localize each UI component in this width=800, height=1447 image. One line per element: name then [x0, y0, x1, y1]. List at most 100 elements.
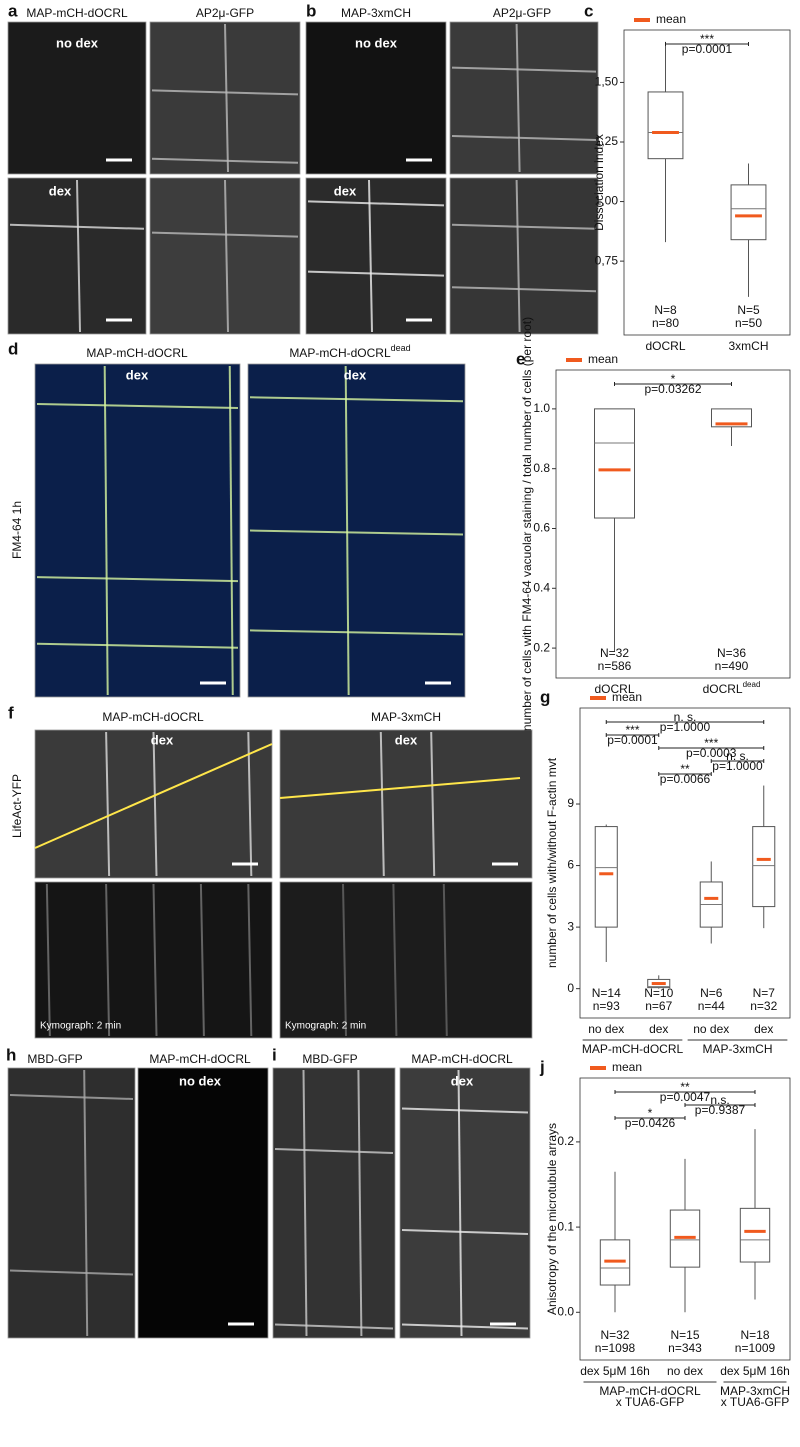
x-tick-label-text: dex 5μM 16h [580, 1364, 650, 1378]
cell-wall [430, 731, 436, 877]
cell-wall [401, 1229, 529, 1235]
kymograph-label: Kymograph: 2 min [285, 1021, 366, 1032]
group-label: x TUA6-GFP [616, 1395, 684, 1409]
micrograph [7, 21, 147, 175]
cell-wall [249, 629, 464, 636]
x-tick-label: dOCRL [645, 339, 685, 353]
x-tick-label-text: 3xmCH [728, 339, 768, 353]
sample-label: n=490 [715, 659, 749, 673]
cell-wall [515, 23, 521, 173]
sample-label: N=32 [600, 646, 629, 660]
p-value: p=0.03262 [644, 382, 701, 396]
panel-letter: h [6, 1045, 16, 1064]
y-tick-label: 0.2 [533, 640, 550, 654]
p-value: p=0.0001 [682, 42, 733, 56]
significance: *** [700, 32, 714, 46]
micrograph [7, 1067, 136, 1339]
group-label: x TUA6-GFP [721, 1395, 789, 1409]
cell-wall [105, 883, 111, 1037]
y-tick-label: 6 [567, 858, 574, 872]
sample-label: N=18 [740, 1328, 769, 1342]
condition-label: dex [49, 183, 72, 198]
x-tick-label: dex [754, 1022, 773, 1036]
p-value: p=0.0066 [660, 772, 711, 786]
x-tick-label-text: no dex [693, 1022, 729, 1036]
cell-wall [9, 223, 145, 230]
group-label: MAP-3xmCH [720, 1384, 790, 1398]
x-tick-label: 3xmCH [728, 339, 768, 353]
box [594, 826, 618, 928]
column-label-text: MAP-mCH-dOCRL [289, 346, 391, 360]
cell-wall [247, 883, 253, 1037]
box [752, 826, 776, 908]
condition-label: dex [334, 183, 357, 198]
cell-wall [36, 402, 239, 409]
plot-frame [555, 369, 791, 679]
cell-wall [36, 576, 239, 583]
sample-label: n=93 [593, 999, 620, 1013]
p-value: p=0.0426 [625, 1116, 676, 1130]
y-tick-label: 1,00 [595, 194, 619, 208]
column-label: MBD-GFP [27, 1052, 82, 1066]
cell-wall [9, 1269, 134, 1276]
significance: *** [625, 723, 639, 737]
p-value: p=1.0000 [660, 720, 711, 734]
cell-wall [224, 23, 229, 173]
sample-label: n=32 [750, 999, 777, 1013]
cell-wall [249, 396, 464, 403]
y-tick-label: 0.2 [557, 1134, 574, 1148]
plot-frame [579, 707, 791, 1019]
y-tick-label: 0.1 [557, 1219, 574, 1233]
column-label: MAP-mCH-dOCRL [149, 1052, 251, 1066]
x-tick-label: dOCRL [594, 682, 634, 696]
sample-label: N=32 [600, 1328, 629, 1342]
cell-wall [344, 365, 350, 696]
p-value: p=1.0000 [712, 759, 763, 773]
cell-wall [401, 1323, 529, 1330]
cell-wall [249, 529, 464, 536]
cell-wall [515, 179, 521, 333]
column-label: MAP-mCH-dOCRL [102, 710, 204, 724]
cell-wall [357, 1069, 363, 1337]
panel-letter: j [539, 1057, 545, 1076]
condition-label: no dex [56, 35, 99, 50]
condition-label: dex [151, 732, 174, 747]
y-tick-label: 1,25 [595, 134, 619, 148]
box [599, 1239, 631, 1286]
cell-wall [103, 365, 109, 696]
y-tick-label: 0,75 [595, 253, 619, 267]
column-label: MAP-3xmCH [371, 710, 441, 724]
group-label: MAP-mCH-dOCRL [582, 1042, 684, 1056]
cell-wall [45, 883, 51, 1037]
cell-wall [274, 1323, 394, 1330]
x-tick-label: dex 5μM 16h [720, 1364, 790, 1378]
p-value: p=0.0047 [660, 1090, 711, 1104]
y-axis-label: Anisotropy of the microtubule arrays [545, 1123, 559, 1315]
condition-label: no dex [355, 35, 398, 50]
sample-label: n=343 [668, 1341, 702, 1355]
y-tick-label: 0.6 [533, 521, 550, 535]
sample-label: N=10 [644, 986, 673, 1000]
box [647, 978, 671, 989]
cell-wall [83, 1069, 89, 1337]
micrograph [449, 177, 599, 335]
panel-letter: e [516, 349, 525, 368]
x-tick-label-text: dex [649, 1022, 668, 1036]
legend-label: mean [612, 1060, 642, 1074]
y-tick-label: 0 [567, 981, 574, 995]
cell-wall [307, 200, 445, 207]
group-label: MAP-mCH-dOCRL [599, 1384, 701, 1398]
sample-label: N=36 [717, 646, 746, 660]
condition-label: no dex [179, 1073, 222, 1088]
y-tick-label: 3 [567, 919, 574, 933]
micrograph [399, 1067, 531, 1339]
significance: ** [680, 1080, 690, 1094]
sample-label: N=7 [753, 986, 776, 1000]
micrograph [272, 1067, 396, 1339]
cell-wall [302, 1069, 308, 1337]
panel-letter: a [8, 1, 18, 20]
panel-letter: i [272, 1045, 277, 1064]
x-tick-label-text: no dex [667, 1364, 703, 1378]
x-tick-label-text: dOCRL [594, 682, 634, 696]
